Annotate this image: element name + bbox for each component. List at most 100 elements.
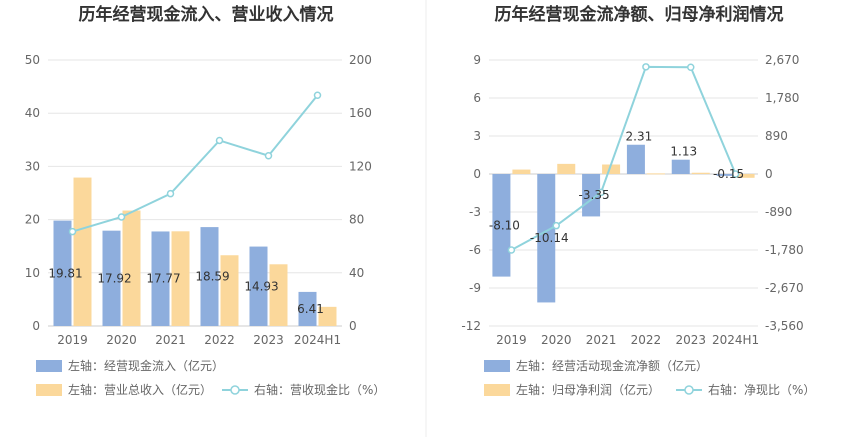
chart-cash-inflow-revenue: 历年经营现金流入、营业收入情况 0 10 20 30 40 50 0 40 80 120 160 200… [25,4,386,397]
bar-series-0 [298,291,317,326]
y-right-tick-label: 1,780 [765,91,799,105]
bar-series-0 [626,144,645,174]
y-right-tick-label: -3,560 [765,319,804,333]
x-tick-label: 2022 [204,333,235,347]
bar-series-0 [53,220,72,326]
line-point [264,152,273,160]
y-right-tick-label: 890 [765,129,788,143]
bar-data-label: 2.31 [626,130,653,144]
bar-series-1 [691,172,710,174]
legend-label: 右轴：净现比（%） [708,382,815,397]
x-tick-label: 2020 [106,333,137,347]
y-left-tick-label: 6 [473,91,481,105]
x-tick-label: 2021 [586,333,617,347]
legend-swatch-line-point [230,385,240,395]
y-left-tick-label: -3 [469,205,481,219]
chart-net-cashflow-profit: 历年经营现金流净额、归母净利润情况 -12 -9 -6 -3 0 3 6 9 -3,560 -2,6… [461,4,815,397]
y-left-tick-label: -12 [461,319,481,333]
y-right-tick-label: 0 [349,319,357,333]
y-right-tick-label: 160 [349,106,372,120]
bar-series-1 [646,173,665,175]
bar-series-0 [102,230,121,326]
bar-series-0 [537,174,556,303]
line-point [215,136,224,145]
x-tick-label: 2019 [57,333,88,347]
y-right-tick-label: 2,670 [765,53,799,67]
y-left-tick-label: 40 [25,106,40,120]
x-tick-label: 2023 [675,333,706,347]
y-left-tick-label: 0 [473,167,481,181]
bar-series-1 [557,163,576,174]
legend-label: 左轴：经营活动现金流净额（亿元） [516,358,708,373]
x-tick-label: 2019 [496,333,527,347]
bar-data-label: -8.10 [489,218,520,232]
legend-label: 左轴：归母净利润（亿元） [516,382,660,397]
chart-title: 历年经营现金流净额、归母净利润情况 [495,4,784,25]
y-left-tick-label: 50 [25,53,40,67]
y-left-tick-label: 3 [473,129,481,143]
y-right-tick-label: 80 [349,213,364,227]
bar-series-1 [73,177,92,326]
bar-series-0 [492,174,511,277]
y-right-tick-label: 200 [349,53,372,67]
line-series [510,65,737,251]
x-tick-label: 2022 [631,333,662,347]
line-point [731,170,740,178]
line-point [507,246,516,254]
line-point [642,63,650,71]
legend-swatch-line-point [684,385,694,395]
y-left-tick-label: 30 [25,159,40,173]
y-right-tick-label: -890 [765,205,792,219]
legend-swatch-bar-primary [484,360,510,372]
bar-data-label: -10.14 [530,231,569,245]
bar-series-1 [220,255,239,326]
bar-series-1 [122,210,141,326]
line-point [597,188,605,197]
chart-title: 历年经营现金流入、营业收入情况 [79,4,334,25]
y-left-tick-label: 20 [25,213,40,227]
bar-series-1 [512,169,531,174]
bar-data-label: 19.81 [48,266,82,280]
y-left-tick-label: 0 [32,319,40,333]
legend-swatch-bar-secondary [36,384,62,396]
x-tick-label: 2021 [155,333,186,347]
x-tick-label: 2024H1 [294,333,341,347]
bar-data-label: 17.77 [146,272,180,286]
bar-data-label: 6.41 [297,302,324,316]
bar-series-1 [318,306,337,326]
y-right-tick-label: -2,670 [765,281,804,295]
bar-data-label: 18.59 [195,270,229,284]
line-point [687,63,695,72]
bar-series-0 [151,231,170,326]
bar-series-1 [736,174,755,178]
legend-swatch-bar-secondary [484,384,510,396]
legend-swatch-bar-primary [36,360,62,372]
line-point [166,189,175,198]
bar-series-0 [200,227,219,326]
y-right-tick-label: 120 [349,159,372,173]
legend-label: 左轴：经营现金流入（亿元） [68,358,224,373]
bar-series-0 [716,174,735,176]
line-point [68,227,77,236]
x-tick-label: 2024H1 [712,333,759,347]
line-series [72,94,319,233]
bar-data-label: 17.92 [97,271,131,285]
bar-series-0 [671,159,690,174]
y-left-tick-label: 9 [473,53,481,67]
bar-data-label: -0.15 [713,167,744,181]
bar-series-1 [602,164,621,174]
y-left-tick-label: -9 [469,281,481,295]
bar-series-1 [269,264,288,326]
bar-series-0 [249,246,268,326]
y-right-tick-label: -1,780 [765,243,804,257]
bar-series-0 [582,174,601,217]
y-right-tick-label: 40 [349,266,364,280]
x-tick-label: 2023 [253,333,284,347]
bar-data-label: 14.93 [244,279,278,293]
bar-data-label: -3.35 [579,188,610,202]
y-right-tick-label: 0 [765,167,773,181]
legend-label: 左轴：营业总收入（亿元） [68,382,212,397]
bar-series-1 [171,231,190,326]
y-left-tick-label: -6 [469,243,481,257]
